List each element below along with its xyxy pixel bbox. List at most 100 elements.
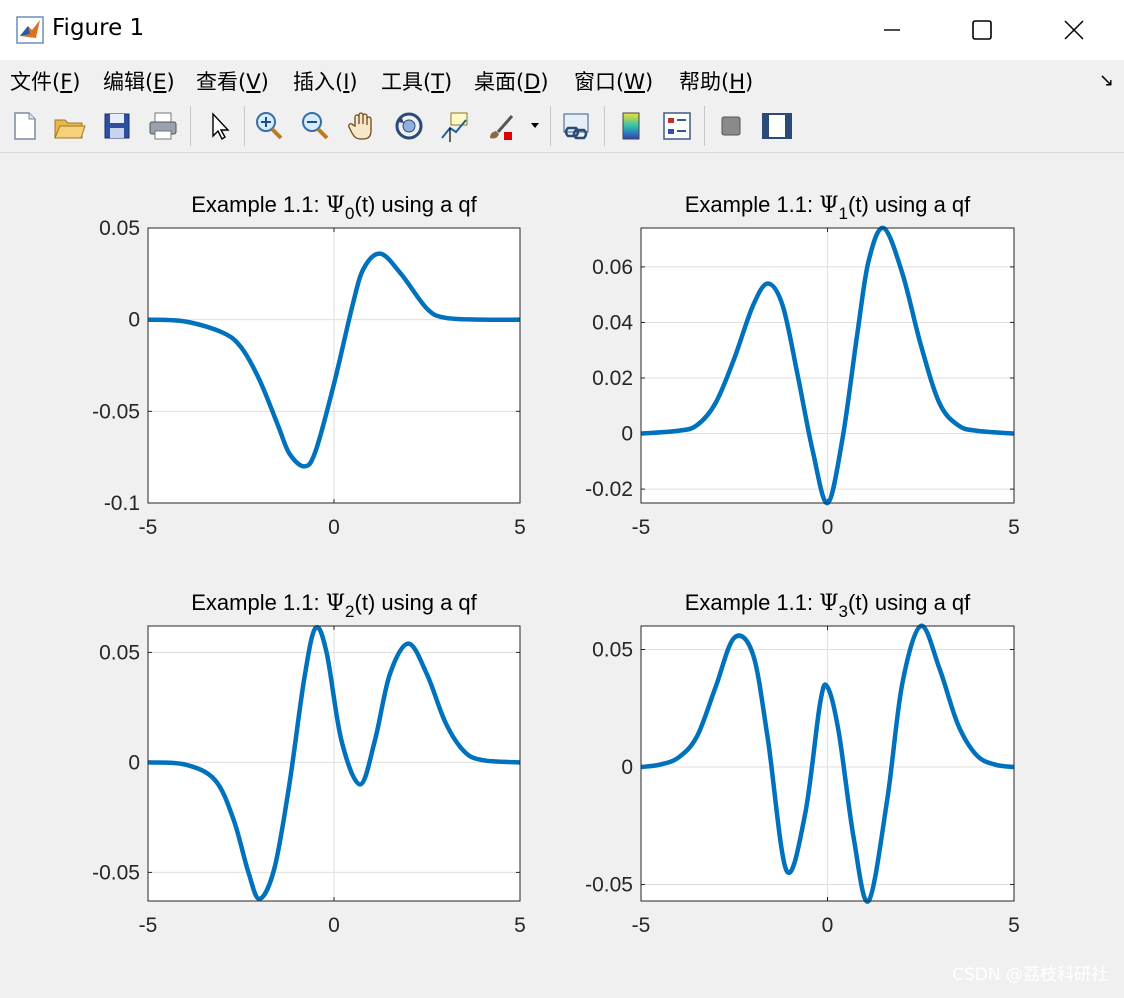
pointer-icon[interactable] [202,108,236,144]
subplot-title: Example 1.1: Ψ0(t) using a qf [191,192,477,223]
figure-canvas: -5 0 5 -0.1 -0.05 0 0.05 Example 1.1: Ψ0(t) usi… [2,153,1122,993]
x-tick-label: 0 [328,516,340,539]
series-line [641,225,1014,506]
menu-desktop[interactable]: 桌面(D) [474,70,549,94]
title-symbol: Ψ [819,193,838,218]
title-text: (t) using a qf [355,590,478,615]
maximize-button[interactable] [936,0,1028,60]
save-icon[interactable] [100,108,134,144]
x-tick-label: 5 [1008,914,1020,937]
toolbar-separator [244,106,245,146]
close-button[interactable] [1028,0,1120,60]
brush-dropdown-icon[interactable] [526,108,544,144]
menu-insert[interactable]: 插入(I) [293,70,358,94]
toolbar-separator [604,106,605,146]
y-tick-label: -0.05 [92,861,140,884]
hide-plot-tools-icon[interactable] [714,108,748,144]
title-symbol: Ψ [819,591,838,616]
menu-bar: 文件(F) 编辑(E) 查看(V) 插入(I) 工具(T) 桌面(D) 窗口(W… [0,60,1124,100]
menu-edit[interactable]: 编辑(E) [103,70,175,94]
title-text: Example 1.1: [685,192,820,217]
x-tick-label: -5 [139,516,158,539]
dock-arrow-icon[interactable]: ↘ [1098,70,1114,90]
series-line [148,251,520,469]
toolbar-separator [704,106,705,146]
title-text: (t) using a qf [848,192,971,217]
title-text: Example 1.1: [191,192,326,217]
series-line [148,624,520,902]
subplot-2: -5 0 5 -0.05 0 0.05 Example 1.1: Ψ2(t) using a… [92,590,526,937]
y-tick-label: 0.02 [592,367,633,390]
title-subscript: 0 [345,204,354,223]
title-subscript: 1 [839,204,848,223]
maximize-icon [972,20,992,40]
pan-hand-icon[interactable] [346,108,380,144]
minimize-button[interactable] [846,0,938,60]
legend-icon[interactable] [660,108,694,144]
x-tick-label: 5 [514,516,526,539]
subplot-1: -5 0 5 -0.02 0 0.02 0.04 0.06 Example 1.1: Ψ1(t)… [585,192,1020,539]
axes-box [147,625,521,902]
new-file-icon[interactable] [8,108,42,144]
title-symbol: Ψ [326,591,345,616]
watermark: CSDN @荔枝科研社 [952,965,1108,985]
y-tick-label: 0 [621,423,633,446]
print-icon[interactable] [146,108,180,144]
window-title: Figure 1 [52,15,145,41]
subplot-title: Example 1.1: Ψ2(t) using a qf [191,590,477,621]
y-tick-label: 0.05 [99,217,140,240]
series-line [641,623,1014,904]
y-tick-label: 0.04 [592,311,633,334]
title-text: (t) using a qf [355,192,478,217]
data-cursor-icon[interactable] [438,108,472,144]
menu-view[interactable]: 查看(V) [196,70,269,94]
minimize-icon [884,29,900,31]
y-tick-label: -0.1 [104,492,140,515]
x-tick-label: 0 [328,914,340,937]
toolbar-separator [190,106,191,146]
title-text: Example 1.1: [191,590,326,615]
menu-window[interactable]: 窗口(W) [574,70,654,94]
open-folder-icon[interactable] [52,108,86,144]
subplot-title: Example 1.1: Ψ1(t) using a qf [685,192,971,223]
x-tick-label: 5 [514,914,526,937]
title-text: Example 1.1: [685,590,820,615]
menu-help[interactable]: 帮助(H) [679,70,754,94]
link-plot-icon[interactable] [560,108,594,144]
x-tick-label: -5 [632,914,651,937]
axes-box [147,227,521,504]
title-text: (t) using a qf [848,590,971,615]
y-tick-label: 0 [128,309,140,332]
subplot-0: -5 0 5 -0.1 -0.05 0 0.05 Example 1.1: Ψ0(t) usi… [92,192,526,539]
y-tick-label: 0.05 [592,639,633,662]
x-tick-label: 5 [1008,516,1020,539]
x-tick-label: 0 [822,516,834,539]
menu-file[interactable]: 文件(F) [10,70,81,94]
x-tick-label: -5 [632,516,651,539]
y-tick-label: -0.05 [585,874,633,897]
y-tick-label: 0 [128,751,140,774]
axes-box [640,227,1015,504]
toolbar-separator [550,106,551,146]
menu-tools[interactable]: 工具(T) [381,70,453,94]
window-titlebar: Figure 1 [0,0,1124,60]
matlab-icon [16,16,44,44]
y-tick-label: -0.05 [92,400,140,423]
zoom-in-icon[interactable] [252,108,286,144]
y-tick-label: 0.06 [592,256,633,279]
zoom-out-icon[interactable] [298,108,332,144]
y-tick-label: 0.05 [99,641,140,664]
x-tick-label: 0 [822,914,834,937]
y-tick-label: -0.02 [585,478,633,501]
rotate-3d-icon[interactable] [392,108,426,144]
x-tick-label: -5 [139,914,158,937]
subplot-3: -5 0 5 -0.05 0 0.05 Example 1.1: Ψ3(t) using a… [585,590,1020,937]
close-icon [1064,20,1084,40]
colorbar-icon[interactable] [614,108,648,144]
y-tick-label: 0 [621,756,633,779]
brush-icon[interactable] [484,108,518,144]
show-plot-tools-icon[interactable] [760,108,794,144]
axes-box [640,625,1015,902]
title-subscript: 2 [345,602,354,621]
